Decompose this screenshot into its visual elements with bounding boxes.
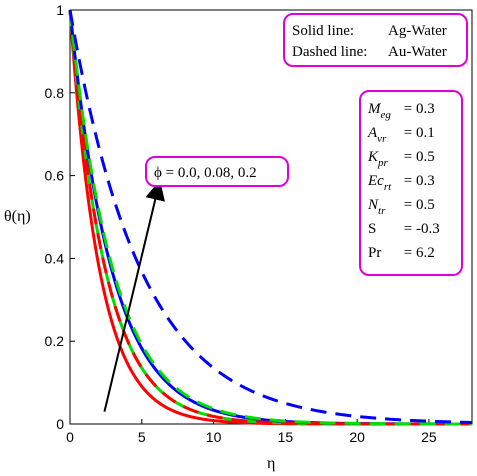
param-value: = 0.5 [400,197,435,213]
phi-label-box: ϕ = 0.0, 0.08, 0.2 [145,156,289,187]
param-value: = 0.3 [400,101,435,117]
param-row: Avr = 0.1 [367,125,435,145]
y-tick-label: 0.4 [45,250,65,266]
phi-label: ϕ = 0.0, 0.08, 0.2 [154,165,257,181]
x-tick-label: 25 [421,429,437,445]
x-tick-label: 20 [349,429,365,445]
axis-ticks: 0 5 10 15 20 25 0 0.2 0.4 0.6 0.8 1 [45,2,437,445]
legend-dashed-key: Dashed line: [292,44,367,60]
parameter-box: Meg = 0.3 Avr = 0.1 Kpr = 0.5 Ecrt = 0.3 Ntr… [359,90,463,276]
param-symbol: A [367,125,378,141]
phi-arrow [103,179,166,412]
x-tick-label: 0 [66,429,74,445]
param-symbol: M [367,101,382,117]
param-subscript: pr [377,157,389,169]
param-symbol: Ec [367,173,384,189]
legend-solid-value: Ag-Water [388,23,447,39]
param-row: Ecrt = 0.3 [367,173,435,193]
param-subscript: eg [381,109,392,121]
x-tick-label: 15 [278,429,294,445]
param-symbol: Pr [368,245,381,261]
param-value: = 6.2 [400,245,435,261]
dashed-curve-4 [68,9,472,426]
param-symbol: N [367,197,379,213]
y-tick-label: 0.8 [45,85,65,101]
y-axis-label: θ(η) [4,208,31,225]
y-tick-label: 0 [56,416,64,432]
x-axis-label: η [267,455,275,472]
y-tick-label: 0.6 [45,168,65,184]
param-subscript: tr [378,205,386,217]
x-tick-label: 5 [138,429,146,445]
y-tick-label: 1 [56,2,64,18]
legend-solid-key: Solid line: [292,23,354,39]
param-value: = 0.1 [400,125,435,141]
param-value: = 0.3 [400,173,435,189]
dashed-curve-3 [68,9,472,426]
param-row: Meg = 0.3 [367,101,435,121]
legend-box: Solid line: Ag-Water Dashed line: Au-Wat… [283,13,468,67]
param-symbol: K [367,149,379,165]
legend-dashed-value: Au-Water [388,44,447,60]
param-subscript: vr [377,133,387,145]
curves [68,9,473,426]
y-tick-label: 0.2 [45,333,65,349]
param-row: Kpr = 0.5 [367,149,435,169]
param-value: = 0.5 [400,149,435,165]
x-tick-label: 10 [206,429,222,445]
param-row: S = -0.3 [368,221,440,237]
param-subscript: rt [384,181,392,193]
param-row: Ntr = 0.5 [367,197,435,217]
dashed-curve-5 [68,9,473,424]
param-row: Pr = 6.2 [368,245,435,261]
param-symbol: S [368,221,376,237]
param-value: = -0.3 [400,221,440,237]
